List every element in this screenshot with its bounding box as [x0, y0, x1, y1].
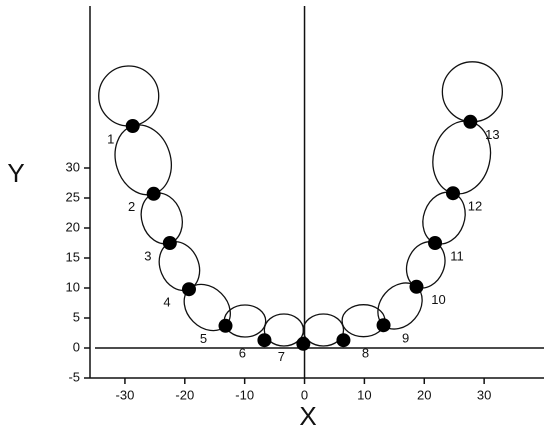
point-label: 10 — [431, 292, 445, 307]
point-label: 9 — [402, 331, 409, 346]
point-label: 11 — [450, 248, 464, 263]
tooth-outline — [441, 61, 504, 123]
point-label: 12 — [468, 199, 482, 214]
x-tick-label: 20 — [417, 387, 431, 402]
y-tick-label: 10 — [66, 279, 80, 294]
contact-point — [376, 318, 391, 333]
y-tick-label: 25 — [66, 189, 80, 204]
y-tick-label: 5 — [73, 309, 80, 324]
point-label: 1 — [107, 131, 114, 146]
point-label: 4 — [163, 295, 170, 310]
tooth-outline — [98, 65, 160, 127]
tooth-outline — [114, 124, 172, 196]
contact-point — [181, 282, 196, 297]
point-label: 7 — [278, 349, 285, 364]
contact-point — [409, 279, 424, 294]
tooth-outline — [422, 191, 466, 245]
x-tick-label: 30 — [477, 387, 491, 402]
point-label: 8 — [362, 346, 369, 361]
contact-point — [428, 236, 443, 250]
y-tick-label: 30 — [66, 159, 80, 174]
contact-point — [162, 236, 177, 250]
x-tick-label: -10 — [235, 387, 254, 402]
contact-point — [257, 333, 272, 348]
contact-point — [463, 114, 478, 129]
x-tick-label: 10 — [357, 387, 371, 402]
point-label: 5 — [200, 331, 207, 346]
contact-point — [146, 186, 161, 201]
y-axis-label: Y — [7, 158, 24, 188]
contact-point — [218, 318, 233, 333]
x-tick-label: -30 — [116, 387, 135, 402]
tooth-outline — [158, 241, 201, 291]
tooth-outline — [302, 313, 345, 347]
contact-point — [336, 333, 351, 348]
tooth-outline — [405, 241, 446, 289]
point-label: 2 — [128, 199, 135, 214]
y-tick-label: -5 — [68, 369, 80, 384]
x-tick-label: 0 — [301, 387, 308, 402]
y-tick-label: 0 — [73, 339, 80, 354]
point-label: 13 — [485, 127, 499, 142]
y-tick-label: 20 — [66, 219, 80, 234]
tooth-outline — [140, 192, 183, 245]
contact-point — [446, 186, 461, 201]
contact-point — [125, 119, 140, 133]
x-axis-label: X — [299, 401, 316, 431]
contact-point — [296, 336, 311, 351]
point-label: 3 — [144, 248, 151, 263]
x-tick-label: -20 — [175, 387, 194, 402]
y-tick-label: 15 — [66, 249, 80, 264]
point-label: 6 — [239, 346, 246, 361]
